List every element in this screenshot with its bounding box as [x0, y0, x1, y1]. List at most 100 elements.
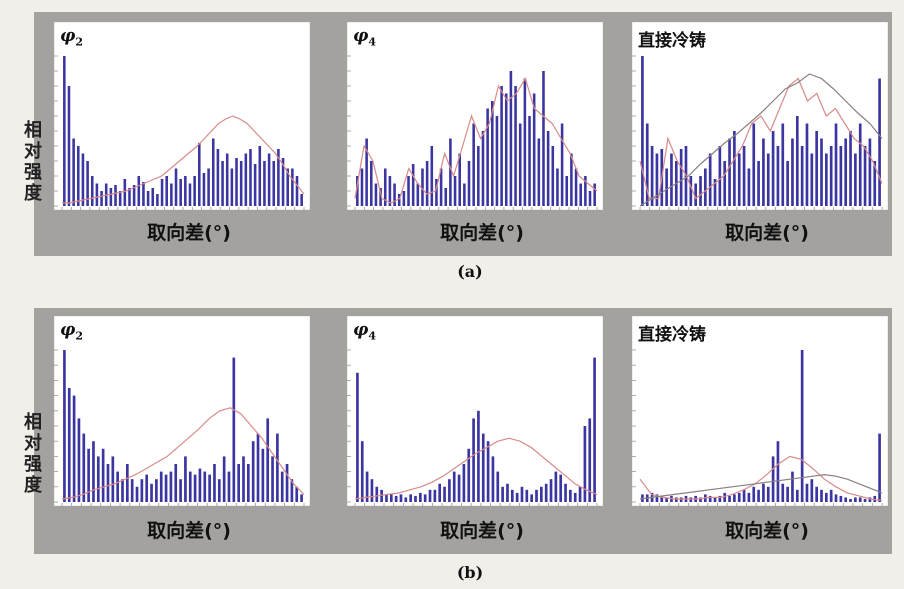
- panel-label: φ4: [353, 26, 376, 48]
- plot-area: [632, 316, 888, 506]
- bar: [285, 464, 289, 502]
- bar: [159, 471, 163, 502]
- bar: [388, 176, 392, 206]
- bar: [399, 494, 403, 502]
- bar: [193, 176, 196, 206]
- bar: [520, 486, 524, 502]
- panel-label: φ2: [60, 26, 83, 48]
- bar: [385, 494, 388, 502]
- bar: [670, 153, 673, 206]
- bar: [791, 471, 794, 502]
- panel-label: 直接冷铸: [638, 325, 706, 345]
- bar: [551, 146, 555, 206]
- chart-svg: [632, 22, 888, 210]
- bar: [718, 146, 722, 206]
- bar: [393, 183, 396, 206]
- bar: [203, 471, 207, 502]
- bar: [486, 441, 490, 502]
- bar: [295, 176, 299, 206]
- bar: [295, 486, 299, 502]
- bar: [443, 486, 446, 502]
- series-line: [354, 77, 598, 204]
- bar: [463, 183, 466, 206]
- bar: [207, 168, 210, 206]
- bar: [791, 138, 794, 206]
- bar: [375, 486, 379, 502]
- bar: [444, 188, 448, 206]
- bar: [404, 497, 408, 502]
- bar: [593, 183, 596, 206]
- bar: [504, 93, 508, 206]
- bar: [379, 188, 382, 206]
- bar: [409, 494, 412, 502]
- bar: [578, 486, 582, 502]
- bar: [723, 161, 727, 206]
- bar: [356, 372, 359, 502]
- series-line: [639, 473, 883, 500]
- bar: [776, 146, 780, 206]
- x-axis-label: 取向差(°): [440, 222, 524, 244]
- chart-svg: [347, 316, 603, 506]
- bar: [272, 161, 276, 206]
- bar: [523, 78, 527, 206]
- bar: [300, 194, 303, 206]
- bar: [67, 388, 71, 502]
- plot-area: [54, 22, 310, 210]
- bar: [752, 486, 756, 502]
- bar: [781, 483, 785, 502]
- bar: [795, 489, 799, 502]
- bar: [174, 168, 178, 206]
- bar: [713, 497, 717, 502]
- bar: [544, 483, 548, 502]
- panel-label-symbol: φ: [60, 320, 76, 340]
- bar: [421, 168, 424, 206]
- bar: [258, 146, 262, 206]
- bar: [481, 131, 485, 206]
- bar: [665, 168, 668, 206]
- bar: [130, 479, 134, 502]
- panel-label-subscript: 2: [75, 35, 84, 49]
- bar: [560, 123, 564, 206]
- bar: [425, 161, 429, 206]
- bar: [829, 489, 833, 502]
- bar: [839, 146, 843, 206]
- bar: [679, 149, 683, 206]
- bar: [660, 495, 664, 502]
- bar: [854, 497, 857, 502]
- bar: [140, 479, 144, 502]
- bar: [565, 176, 569, 206]
- bar: [435, 179, 438, 206]
- bar: [655, 153, 659, 206]
- bar: [72, 138, 75, 206]
- bar: [77, 418, 81, 502]
- bar: [114, 185, 117, 206]
- bar: [776, 441, 780, 502]
- bar: [111, 456, 115, 502]
- bar: [491, 456, 495, 502]
- bar: [82, 433, 86, 502]
- bar: [477, 410, 480, 502]
- bar: [858, 497, 862, 502]
- bar: [151, 188, 155, 206]
- bar: [588, 418, 592, 502]
- bar: [762, 138, 765, 206]
- panel-label-symbol: φ: [353, 320, 369, 340]
- bar: [540, 486, 543, 502]
- bar: [380, 489, 383, 502]
- bar: [786, 486, 789, 502]
- bar: [510, 489, 514, 502]
- bar: [135, 486, 139, 502]
- panel-label: φ4: [353, 320, 376, 342]
- bar: [121, 479, 124, 502]
- bar: [453, 176, 457, 206]
- bar: [411, 164, 415, 206]
- plot-area: [347, 316, 603, 506]
- bar: [742, 146, 746, 206]
- bar: [500, 86, 503, 206]
- bar: [694, 183, 697, 206]
- bar: [439, 168, 443, 206]
- bar: [126, 464, 129, 502]
- bar: [467, 161, 471, 206]
- bar: [515, 492, 519, 502]
- bar: [261, 448, 265, 502]
